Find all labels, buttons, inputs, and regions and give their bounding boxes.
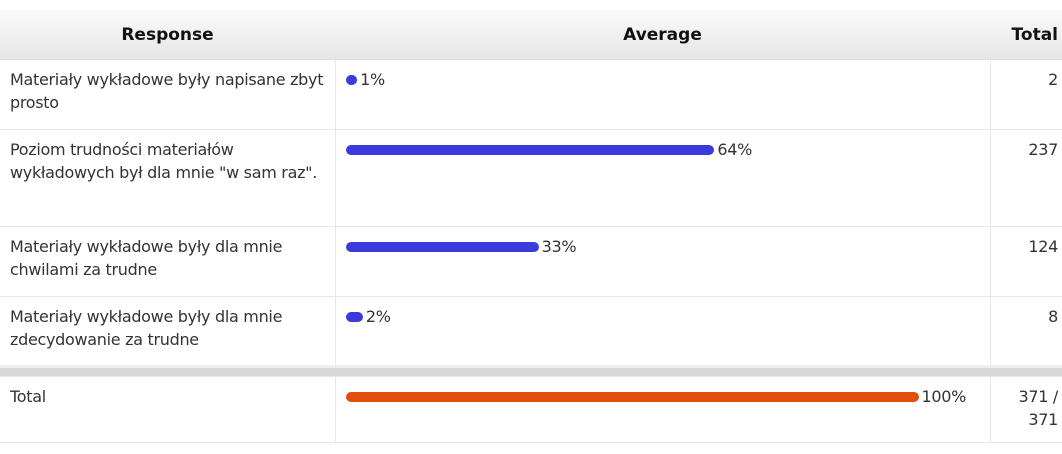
row: Materiały wykładowe były dla mnie chwila…	[0, 226, 1062, 297]
header-cell: Response	[0, 10, 335, 60]
bar	[345, 144, 715, 155]
total-cell: 237	[990, 129, 1062, 227]
percent-label: 100%	[921, 387, 967, 406]
total-cell: 124	[990, 226, 1062, 297]
results-table: Response Average Total Materiały wykłado…	[0, 10, 1062, 443]
average-cell: 33%	[335, 226, 991, 297]
total-cell: 8	[990, 296, 1062, 367]
separator	[0, 365, 1062, 377]
response-cell: Total	[0, 376, 336, 443]
row: Total 100% 371 / 371	[0, 376, 1062, 443]
bar-wrap: 33%	[345, 235, 982, 258]
header-row: Response Average Total	[0, 10, 1062, 60]
percent-label: 64%	[717, 140, 753, 159]
table-body: Materiały wykładowe były napisane zbyt p…	[0, 59, 1062, 443]
response-cell: Materiały wykładowe były dla mnie zdecyd…	[0, 296, 336, 367]
row: Materiały wykładowe były dla mnie zdecyd…	[0, 296, 1062, 367]
bar	[345, 311, 363, 322]
average-cell: 100%	[335, 376, 991, 443]
average-cell: 64%	[335, 129, 991, 227]
total-cell: 2	[990, 59, 1062, 130]
header-cell: Total	[990, 10, 1062, 60]
total-cell: 371 / 371	[990, 376, 1062, 443]
average-cell: 2%	[335, 296, 991, 367]
percent-label: 33%	[541, 237, 577, 256]
bar-wrap: 1%	[345, 68, 982, 91]
average-cell: 1%	[335, 59, 991, 130]
bar	[345, 241, 539, 252]
bar-wrap: 100%	[345, 385, 982, 408]
header-cell: Average	[335, 10, 990, 60]
bar	[345, 74, 358, 85]
row: Poziom trudności materiałów wykładowych …	[0, 129, 1062, 227]
response-cell: Materiały wykładowe były napisane zbyt p…	[0, 59, 336, 130]
response-cell: Poziom trudności materiałów wykładowych …	[0, 129, 336, 227]
page: Response Average Total Materiały wykłado…	[0, 10, 1062, 454]
separator-cell	[0, 365, 1062, 377]
bar-wrap: 64%	[345, 138, 982, 161]
response-cell: Materiały wykładowe były dla mnie chwila…	[0, 226, 336, 297]
bar	[345, 391, 919, 402]
row: Materiały wykładowe były napisane zbyt p…	[0, 59, 1062, 130]
percent-label: 1%	[360, 70, 385, 89]
percent-label: 2%	[365, 307, 391, 326]
bar-wrap: 2%	[345, 305, 982, 328]
